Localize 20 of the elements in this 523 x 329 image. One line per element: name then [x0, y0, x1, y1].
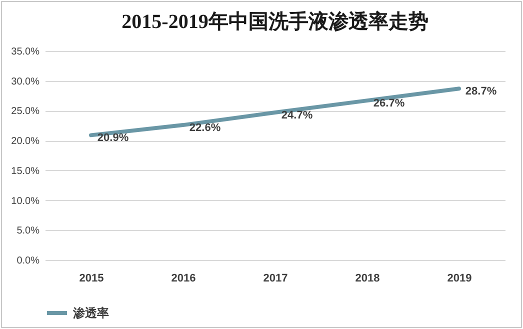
- data-label: 26.7%: [373, 98, 405, 110]
- y-tick-label: 20.0%: [11, 136, 40, 148]
- x-tick-label: 2016: [171, 272, 196, 284]
- y-tick-label: 15.0%: [11, 166, 40, 177]
- x-tick-label: 2017: [263, 272, 288, 284]
- y-tick-label: 10.0%: [11, 196, 40, 207]
- data-label: 28.7%: [465, 86, 497, 98]
- y-tick-label: 35.0%: [11, 46, 40, 58]
- x-tick-label: 2018: [355, 272, 380, 284]
- y-tick-label: 0.0%: [16, 256, 40, 266]
- data-label: 24.7%: [281, 110, 313, 122]
- data-label: 22.6%: [189, 122, 221, 134]
- legend-label: 渗透率: [72, 306, 109, 320]
- y-tick-label: 5.0%: [16, 226, 40, 237]
- x-tick-label: 2019: [447, 272, 472, 284]
- y-tick-label: 25.0%: [11, 106, 40, 118]
- data-label: 20.9%: [97, 132, 129, 144]
- y-tick-label: 30.0%: [11, 76, 40, 88]
- chart-title: 2015-2019年中国洗手液渗透率走势: [122, 10, 428, 33]
- x-tick-label: 2015: [79, 272, 104, 284]
